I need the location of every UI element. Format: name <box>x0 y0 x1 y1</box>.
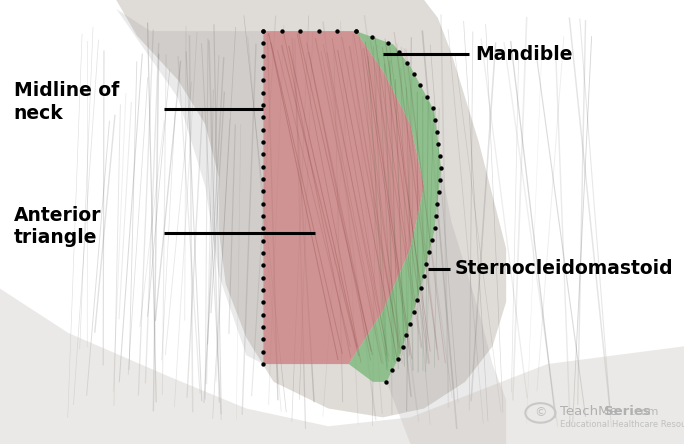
Text: Midline of
neck: Midline of neck <box>14 81 119 123</box>
Point <box>433 189 444 196</box>
Point <box>258 188 269 195</box>
Point <box>295 28 306 35</box>
Point <box>258 163 269 170</box>
Point <box>258 274 269 281</box>
Point <box>418 273 429 280</box>
Point <box>258 175 269 182</box>
Point <box>258 262 269 269</box>
Point <box>258 126 269 133</box>
Polygon shape <box>263 31 424 364</box>
Point <box>258 348 269 355</box>
Point <box>408 308 419 315</box>
Point <box>387 367 398 374</box>
Point <box>258 40 269 47</box>
Polygon shape <box>0 289 684 444</box>
Point <box>415 285 426 292</box>
Point <box>258 28 269 35</box>
Point <box>421 261 432 268</box>
Point <box>432 128 443 135</box>
Point <box>427 237 438 244</box>
Point <box>258 139 269 146</box>
Point <box>258 200 269 207</box>
Point <box>350 28 361 35</box>
Point <box>258 225 269 232</box>
Point <box>421 93 432 100</box>
Point <box>258 336 269 343</box>
Point <box>383 39 394 46</box>
Point <box>313 28 324 35</box>
Point <box>258 89 269 96</box>
Point <box>393 355 404 362</box>
Text: ©: © <box>534 406 547 420</box>
Point <box>258 286 269 293</box>
Point <box>258 311 269 318</box>
Text: .com: .com <box>631 407 659 416</box>
Point <box>350 28 361 35</box>
Point <box>258 299 269 306</box>
Point <box>258 237 269 244</box>
Point <box>429 225 440 232</box>
Point <box>430 116 441 123</box>
Point <box>430 213 441 220</box>
Point <box>434 177 445 184</box>
Point <box>258 64 269 71</box>
Point <box>393 48 404 56</box>
Point <box>424 249 435 256</box>
Text: Anterior
triangle: Anterior triangle <box>14 206 101 247</box>
Text: Educational Healthcare Resources: Educational Healthcare Resources <box>560 420 684 428</box>
Point <box>258 28 269 35</box>
Point <box>433 140 444 147</box>
Point <box>404 320 415 327</box>
Point <box>258 361 269 368</box>
Point <box>432 201 443 208</box>
Polygon shape <box>116 0 506 417</box>
Polygon shape <box>349 31 441 382</box>
Point <box>412 296 423 303</box>
Point <box>258 213 269 220</box>
Point <box>381 378 392 385</box>
Point <box>401 332 412 339</box>
Point <box>402 59 413 66</box>
Point <box>397 344 408 351</box>
Text: Sternocleidomastoid: Sternocleidomastoid <box>455 259 674 278</box>
Point <box>409 70 420 77</box>
Point <box>258 324 269 331</box>
Point <box>436 165 447 172</box>
Point <box>258 52 269 59</box>
Point <box>415 82 426 89</box>
Polygon shape <box>386 169 506 444</box>
Point <box>258 250 269 257</box>
Text: Mandible: Mandible <box>475 45 573 63</box>
Point <box>276 28 287 35</box>
Point <box>434 153 445 160</box>
Text: TeachMe: TeachMe <box>560 405 617 418</box>
Point <box>258 114 269 121</box>
Point <box>428 104 438 111</box>
Point <box>367 33 378 40</box>
Point <box>332 28 343 35</box>
Text: Series: Series <box>604 405 650 418</box>
Point <box>258 102 269 109</box>
Polygon shape <box>116 9 263 364</box>
Point <box>258 77 269 84</box>
Point <box>258 151 269 158</box>
